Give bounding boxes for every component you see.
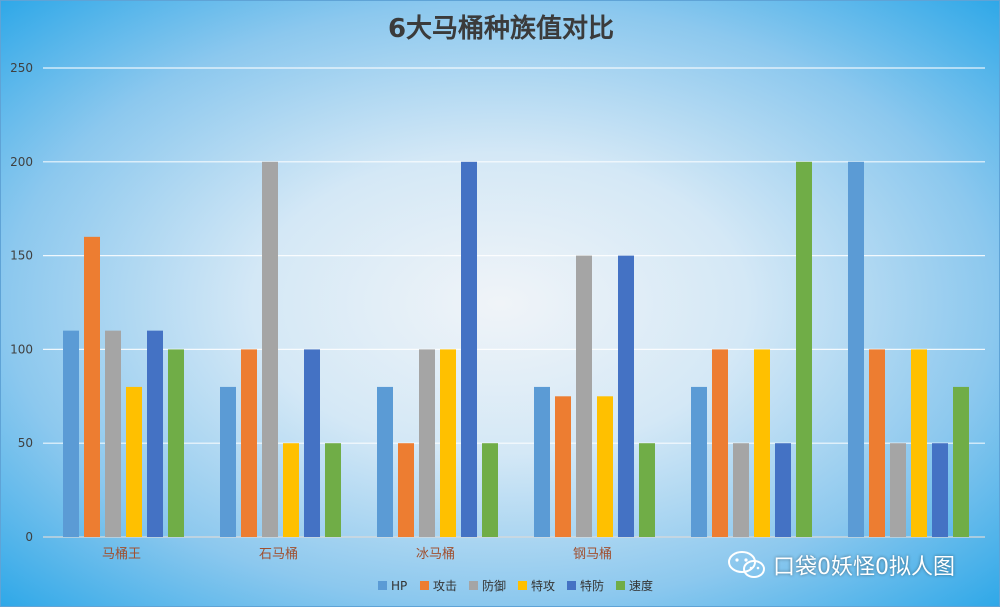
- bar: [325, 443, 341, 537]
- legend-label: 特攻: [531, 578, 555, 593]
- watermark: 口袋0妖怪0拟人图: [727, 547, 955, 583]
- legend-label: 攻击: [433, 579, 457, 593]
- watermark-text: 口袋0妖怪0拟人图: [773, 555, 955, 580]
- bar: [869, 349, 885, 537]
- legend-swatch: [518, 581, 527, 590]
- bar: [220, 386, 236, 537]
- category-label: 石马桶: [259, 547, 298, 562]
- wechat-icon: [728, 551, 765, 578]
- bar: [283, 443, 299, 537]
- chart-title: 6大马桶种族值对比: [388, 13, 614, 44]
- bar: [932, 443, 948, 537]
- bar: [775, 443, 791, 537]
- bar: [241, 349, 257, 537]
- bar: [377, 386, 393, 537]
- bar: [168, 349, 184, 537]
- y-tick-label: 150: [10, 249, 33, 263]
- legend-label: 速度: [629, 578, 653, 593]
- legend-swatch: [616, 581, 625, 590]
- bar: [639, 443, 655, 537]
- bar: [63, 330, 79, 537]
- bar: [461, 161, 477, 538]
- bar: [733, 443, 749, 537]
- y-tick-label: 200: [10, 155, 33, 169]
- bar: [440, 349, 456, 537]
- bar: [597, 396, 613, 537]
- y-tick-label: 0: [25, 530, 33, 544]
- y-tick-label: 250: [10, 61, 33, 75]
- bar: [304, 349, 320, 537]
- legend-swatch: [567, 581, 576, 590]
- bar: [105, 330, 121, 537]
- bar: [618, 255, 634, 537]
- bar: [126, 386, 142, 537]
- legend-label: 特防: [580, 578, 604, 593]
- bar: [691, 386, 707, 537]
- bar: [754, 349, 770, 537]
- y-tick-label: 50: [18, 436, 33, 450]
- bar: [796, 161, 812, 538]
- bar: [555, 396, 571, 537]
- bar: [712, 349, 728, 537]
- bar: [890, 443, 906, 537]
- bar: [262, 161, 278, 538]
- bar: [848, 161, 864, 538]
- legend-swatch: [420, 581, 429, 590]
- category-label: 冰马桶: [416, 547, 455, 562]
- legend-label: HP: [391, 579, 407, 593]
- bar: [911, 349, 927, 537]
- category-label: 钢马桶: [573, 547, 612, 562]
- category-label: 马桶王: [102, 547, 141, 562]
- bar: [398, 443, 414, 537]
- legend-swatch: [469, 581, 478, 590]
- bar: [534, 386, 550, 537]
- bar: [147, 330, 163, 537]
- bar: [953, 386, 969, 537]
- legend-swatch: [378, 581, 387, 590]
- legend-label: 防御: [482, 578, 506, 593]
- bar: [84, 236, 100, 537]
- bar: [482, 443, 498, 537]
- y-tick-label: 100: [10, 342, 33, 356]
- bar: [576, 255, 592, 537]
- bar: [419, 349, 435, 537]
